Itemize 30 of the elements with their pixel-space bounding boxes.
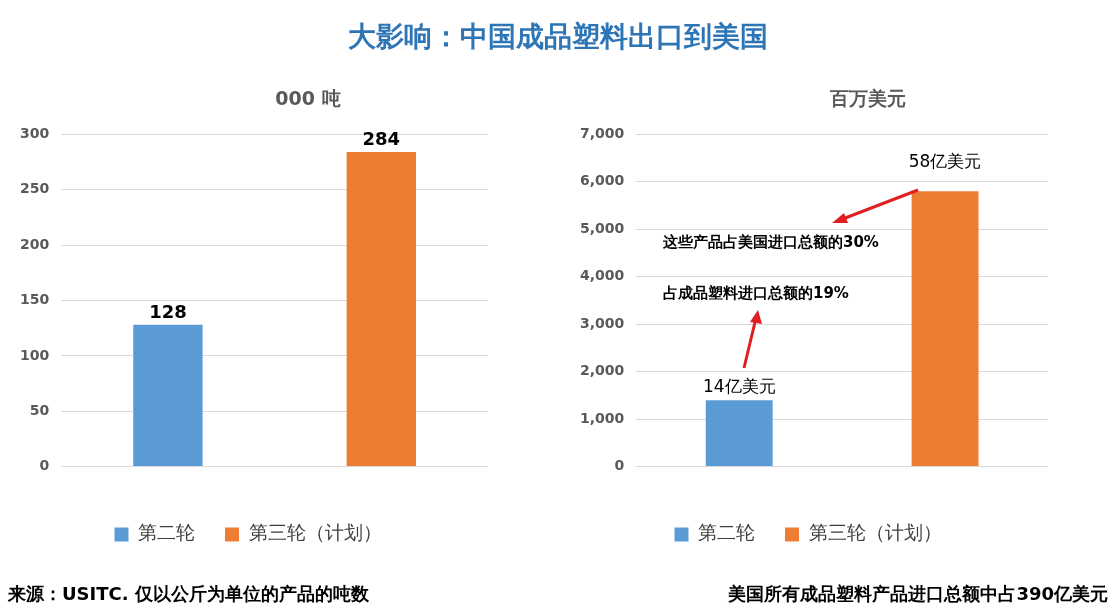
y-tick-label: 4,000 bbox=[579, 267, 625, 284]
y-tick-label: 6,000 bbox=[579, 172, 625, 189]
annotation: 占成品塑料进口总额的19% bbox=[663, 284, 849, 303]
y-tick-label: 0 bbox=[39, 457, 50, 474]
y-tick-label: 150 bbox=[19, 291, 50, 308]
y-axis-title: 百万美元 bbox=[829, 86, 907, 111]
data-label: 128 bbox=[149, 300, 187, 322]
legend-label: 第二轮 bbox=[698, 521, 755, 544]
y-tick-label: 5,000 bbox=[579, 219, 625, 236]
annotation: 这些产品占美国进口总额的30% bbox=[663, 233, 879, 252]
y-tick-label: 7,000 bbox=[579, 125, 625, 142]
y-tick-label: 0 bbox=[614, 457, 625, 474]
legend-label: 第三轮（计划） bbox=[248, 521, 382, 544]
annotation: 14亿美元 bbox=[702, 376, 776, 397]
y-tick-label: 250 bbox=[19, 180, 50, 197]
y-axis-title: 000 吨 bbox=[274, 86, 342, 111]
text: 大影响：中国成品塑料出口到美国 bbox=[347, 19, 769, 55]
y-tick-label: 300 bbox=[19, 125, 50, 142]
y-tick-label: 200 bbox=[19, 235, 50, 252]
text: 美国所有成品塑料产品进口总额中占390亿美元 bbox=[727, 582, 1108, 606]
y-tick-label: 50 bbox=[29, 401, 50, 418]
legend-label: 第二轮 bbox=[138, 521, 195, 544]
annotation: 58亿美元 bbox=[908, 151, 982, 172]
y-tick-label: 2,000 bbox=[579, 362, 625, 379]
y-tick-label: 3,000 bbox=[579, 314, 625, 331]
source-note: 来源：USITC. 仅以公斤为单位的产品的吨数 bbox=[8, 582, 370, 606]
data-label: 284 bbox=[362, 127, 401, 149]
y-tick-label: 100 bbox=[19, 346, 50, 363]
legend-label: 第三轮（计划） bbox=[808, 521, 942, 544]
y-tick-label: 1,000 bbox=[579, 409, 625, 426]
